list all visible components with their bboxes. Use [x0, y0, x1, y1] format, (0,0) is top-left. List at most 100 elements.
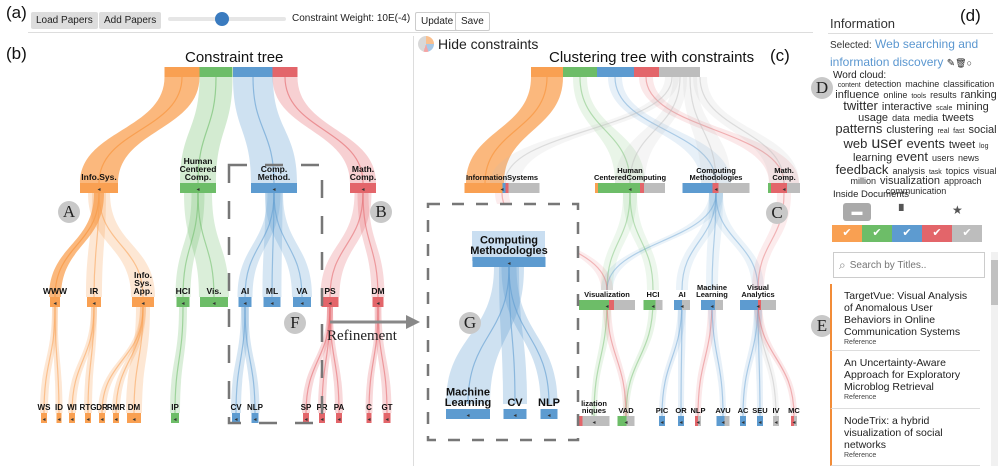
word-cloud-word[interactable]: online	[883, 89, 908, 100]
word-cloud-word[interactable]: event	[896, 149, 928, 165]
word-cloud-word[interactable]: fast	[953, 128, 965, 136]
search-box[interactable]: ⌕	[833, 252, 985, 278]
cnode-or-collapse-icon: ◂	[679, 420, 682, 426]
word-cloud-word[interactable]: events	[906, 136, 945, 151]
word-cloud-word[interactable]: user	[871, 135, 903, 152]
hide-constraints-label: Hide constraints	[438, 36, 539, 52]
word-cloud-word[interactable]: classification	[943, 79, 995, 89]
word-cloud-word[interactable]: users	[931, 153, 954, 164]
refresh-icon[interactable]: ○	[966, 58, 972, 68]
node-gt-collapse-icon: ◂	[385, 417, 388, 423]
word-cloud-word[interactable]: machine	[905, 79, 940, 89]
word-cloud-word[interactable]: web	[843, 136, 868, 151]
folder-icon[interactable]: ▬	[843, 203, 871, 221]
word-cloud-word[interactable]: twitter	[843, 98, 878, 114]
word-cloud-word[interactable]: detection	[864, 79, 902, 89]
node-va-collapse-icon: ◂	[300, 301, 303, 307]
marker-e: E	[811, 315, 833, 337]
word-cloud-word[interactable]: communication	[885, 185, 947, 196]
flow-band	[233, 77, 297, 183]
star-icon[interactable]: ★	[952, 203, 963, 217]
node-ai-collapse-icon: ◂	[243, 301, 246, 307]
document-item[interactable]: NodeTrix: a hybrid visualization of soci…	[830, 409, 980, 466]
cnode-va-label: Visual	[747, 283, 769, 292]
word-cloud-word[interactable]: data	[892, 112, 910, 123]
word-cloud-word[interactable]: approach	[943, 176, 982, 187]
constraint-root-segment	[164, 67, 200, 77]
node-rmr-bar	[113, 413, 119, 423]
word-cloud-word[interactable]: scale	[936, 105, 953, 113]
node-ip-label: IP	[171, 403, 179, 412]
node-hcc-label: Comp.	[185, 172, 211, 182]
selected-value[interactable]: Web searching and information discovery	[830, 37, 979, 69]
scrollbar[interactable]	[991, 252, 998, 466]
word-cloud-word[interactable]: clustering	[886, 124, 934, 137]
flow-band	[754, 300, 797, 416]
filter-orange-check[interactable]: ✔	[832, 225, 862, 242]
word-cloud-word[interactable]: interactive	[881, 101, 933, 114]
word-cloud-word[interactable]: media	[913, 112, 939, 123]
document-item[interactable]: An Uncertainty-Aware Approach for Explor…	[830, 351, 980, 409]
word-cloud-word[interactable]: visualization	[880, 175, 940, 188]
cnode-is-bar	[502, 183, 506, 193]
node-dm2-label: DM	[128, 403, 141, 412]
filter-blue-check[interactable]: ✔	[892, 225, 922, 242]
info-title: Information	[830, 16, 896, 31]
flow-band	[603, 300, 629, 416]
node-ws-label: WS	[38, 403, 52, 412]
node-isa-bar	[132, 297, 154, 307]
word-cloud-word[interactable]: patterns	[835, 121, 883, 137]
save-button[interactable]: Save	[455, 12, 490, 31]
word-cloud-word[interactable]: social	[968, 124, 997, 137]
filter-red-check[interactable]: ✔	[922, 225, 952, 242]
word-cloud-word[interactable]: ranking	[960, 88, 997, 101]
word-cloud-word[interactable]: learning	[853, 152, 893, 165]
slider-handle[interactable]	[215, 12, 230, 26]
filter-green-check[interactable]: ✔	[862, 225, 892, 242]
constraint-root-segment	[199, 67, 233, 77]
edit-icon[interactable]: ✎	[946, 58, 956, 69]
node-ml-bar	[263, 297, 281, 307]
flow-band	[180, 77, 233, 183]
word-cloud-word[interactable]: log	[979, 143, 989, 150]
load-papers-button[interactable]: Load Papers	[31, 12, 98, 29]
word-cloud-word[interactable]: analysis	[892, 165, 925, 176]
word-cloud-word[interactable]: mining	[956, 101, 989, 114]
node-id-label: ID	[55, 403, 63, 412]
word-cloud-word[interactable]: tweet	[948, 139, 976, 151]
node-cv-collapse-icon: ◂	[234, 417, 237, 423]
node-nlp-label: NLP	[247, 403, 264, 412]
word-cloud-word[interactable]: results	[930, 89, 957, 100]
word-cloud-word[interactable]: usage	[858, 111, 889, 124]
node-ai-label: AI	[241, 286, 250, 296]
constraint-weight-slider[interactable]	[168, 12, 286, 26]
word-cloud-word[interactable]: content	[837, 82, 861, 89]
marker-a: A	[58, 201, 80, 223]
flow-line	[174, 306, 184, 414]
node-sp-bar	[303, 413, 309, 423]
add-papers-button[interactable]: Add Papers	[99, 12, 162, 29]
flow-band	[615, 77, 687, 183]
word-cloud-word[interactable]: real	[937, 128, 950, 136]
hide-constraints-toggle[interactable]: Hide constraints	[418, 36, 538, 52]
scrollbar-thumb[interactable]	[991, 260, 998, 305]
search-input[interactable]	[849, 259, 970, 271]
word-cloud-word[interactable]: feedback	[835, 161, 889, 177]
document-item[interactable]: TargetVue: Visual Analysis of Anomalous …	[830, 284, 980, 351]
trash-icon[interactable]: 🗑	[955, 58, 967, 68]
word-cloud-word[interactable]: visual	[973, 165, 997, 176]
word-cloud-word[interactable]: million	[850, 176, 877, 187]
word-cloud-word[interactable]: influence	[835, 88, 880, 101]
word-cloud-word[interactable]: task	[928, 168, 942, 176]
marker-f: F	[284, 312, 306, 334]
word-cloud-word[interactable]: topics	[945, 165, 970, 176]
constraint-tree-title: Constraint tree	[185, 49, 284, 66]
cnode-mc-bar	[787, 183, 800, 193]
word-cloud-word[interactable]: tweets	[942, 111, 974, 124]
document-icon[interactable]: ▘	[899, 204, 909, 218]
cnode-vt-bar	[582, 416, 610, 426]
word-cloud-word[interactable]: news	[957, 153, 979, 164]
word-cloud-word[interactable]: tools	[911, 92, 927, 100]
node-nlp-collapse-icon: ◂	[253, 417, 256, 423]
filter-gray-check[interactable]: ✔	[952, 225, 982, 242]
